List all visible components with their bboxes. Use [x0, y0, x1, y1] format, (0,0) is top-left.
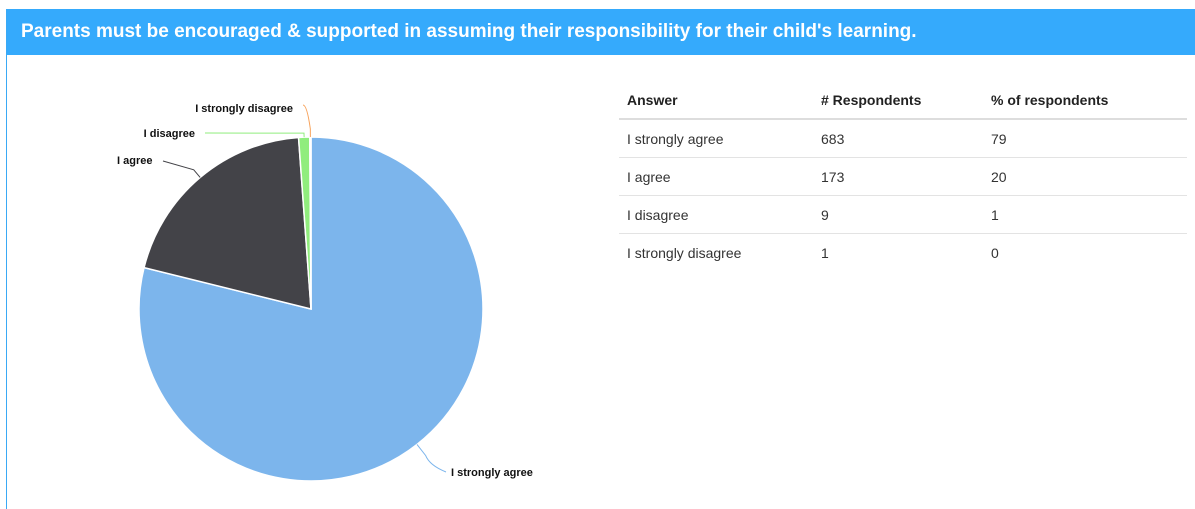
cell-answer: I strongly disagree: [627, 244, 742, 261]
table-row: I strongly disagree 1 0: [619, 234, 1187, 272]
cell-percent: 20: [983, 157, 1187, 196]
pie-slice-i-agree[interactable]: [143, 136, 312, 310]
results-table-container: Answer # Respondents % of respondents I …: [619, 81, 1187, 271]
pie-label-i-strongly-disagree: I strongly disagree: [195, 103, 293, 115]
cell-percent: 0: [991, 244, 999, 261]
column-header-answer: Answer: [619, 81, 813, 120]
cell-respondents: 9: [813, 195, 983, 234]
table-header-row: Answer # Respondents % of respondents: [619, 81, 1187, 120]
column-header-percent: % of respondents: [983, 81, 1187, 120]
pie-label-i-disagree: I disagree: [144, 128, 195, 140]
cell-respondents: 683: [813, 119, 983, 158]
question-panel: Parents must be encouraged & supported i…: [6, 9, 1195, 509]
cell-answer: I disagree: [619, 195, 813, 234]
pie-label-i-agree: I agree: [117, 155, 152, 167]
cell-respondents: 173: [813, 157, 983, 196]
cell-respondents: 1: [821, 244, 829, 261]
cell-answer: I agree: [619, 157, 813, 196]
cell-answer: I strongly agree: [619, 119, 813, 158]
question-title: Parents must be encouraged & supported i…: [7, 9, 1195, 55]
table-row: I strongly agree 683 79: [619, 119, 1187, 158]
pie-chart: I strongly agree I agree I disagree I stron…: [101, 69, 581, 509]
column-header-respondents: # Respondents: [813, 81, 983, 120]
pie-connector-i-strongly-agree: [416, 444, 447, 473]
cell-percent: 1: [983, 195, 1187, 234]
pie-connector-i-disagree: [204, 132, 305, 138]
pie-label-i-strongly-agree: I strongly agree: [451, 467, 533, 479]
pie-chart-svg: I strongly agree I agree I disagree I stron…: [117, 103, 533, 482]
table-row: I agree 173 20: [619, 157, 1187, 196]
pie-connector-i-agree: [162, 160, 201, 178]
cell-percent: 79: [983, 119, 1187, 158]
pie-connector-i-strongly-disagree: [302, 104, 311, 138]
table-row: I disagree 9 1: [619, 195, 1187, 234]
results-table: Answer # Respondents % of respondents I …: [619, 81, 1187, 271]
